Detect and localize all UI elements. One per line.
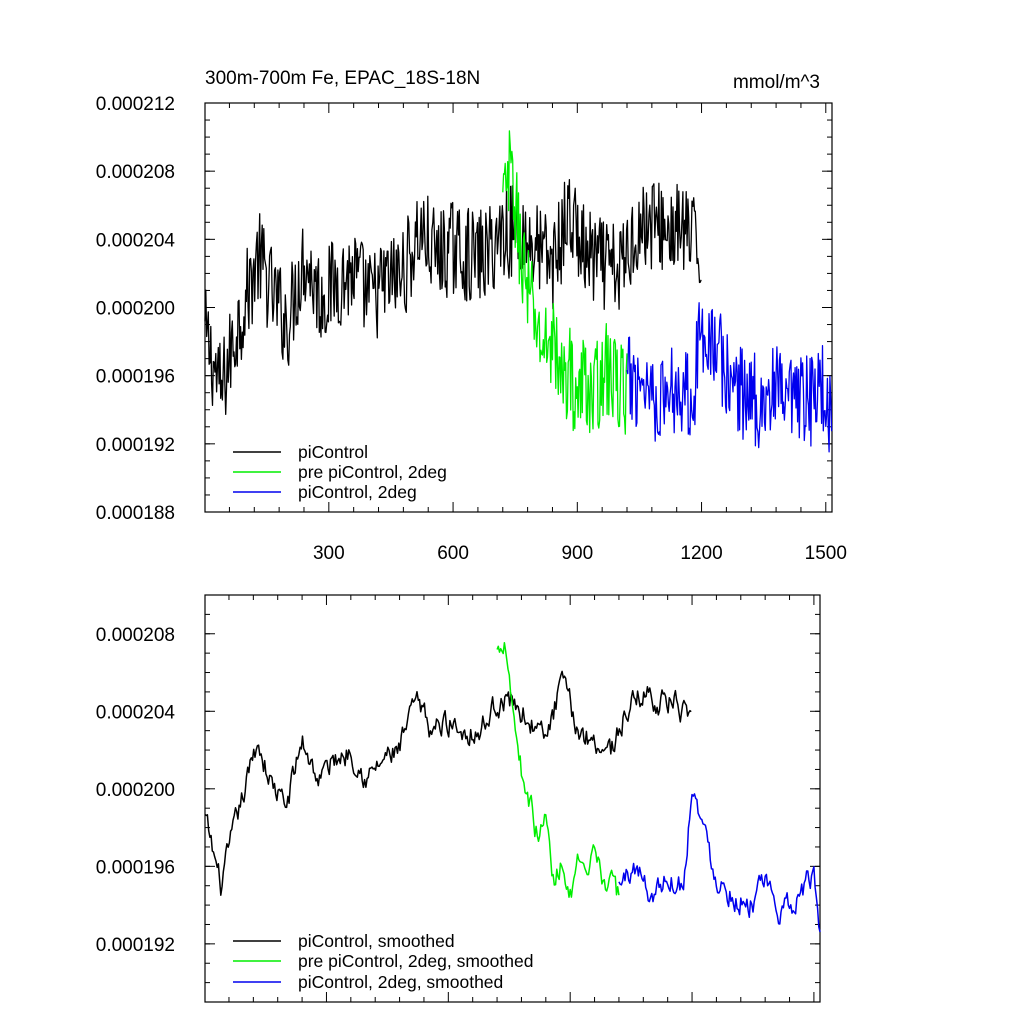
x-tick-label: 1200: [680, 543, 722, 564]
chart-title: 300m-700m Fe, EPAC_18S-18N: [205, 68, 480, 89]
top-panel: 300 600 900 1200 1500 0.000188 0.000192 0.00019…: [96, 94, 847, 564]
top-legend: piControl pre piControl, 2deg piControl,…: [233, 442, 447, 502]
y-tick-label: 0.000196: [96, 857, 175, 878]
y-tick-label: 0.000204: [96, 230, 176, 251]
series-line: [502, 130, 628, 435]
series-line: [204, 670, 692, 896]
series-line: [496, 641, 620, 898]
y-tick-label: 0.000188: [96, 503, 175, 524]
y-tick-label: 0.000204: [96, 702, 176, 723]
units-label: mmol/m^3: [733, 72, 820, 93]
x-tick-label: 900: [561, 543, 593, 564]
y-tick-label: 0.000200: [96, 299, 175, 320]
legend-label-pre-smoothed: pre piControl, 2deg, smoothed: [298, 951, 533, 971]
x-tick-label: 1500: [805, 543, 847, 564]
y-tick-label: 0.000192: [96, 935, 175, 956]
x-tick-label: 600: [437, 543, 469, 564]
series-line: [626, 302, 833, 453]
y-tick-label: 0.000208: [96, 162, 175, 183]
y-tick-label: 0.000196: [96, 367, 175, 388]
y-tick-label: 0.000192: [96, 435, 175, 456]
y-tick-label: 0.000212: [96, 94, 175, 115]
plot-frame: [204, 594, 821, 1003]
x-tick-label: 300: [313, 543, 345, 564]
y-tick-label: 0.000200: [96, 780, 175, 801]
bottom-legend: piControl, smoothed pre piControl, 2deg,…: [233, 931, 533, 992]
legend-label-pi2deg-smoothed: piControl, 2deg, smoothed: [298, 972, 503, 992]
legend-label-pre: pre piControl, 2deg: [298, 462, 447, 482]
series-line: [204, 179, 702, 416]
legend-label-piControl: piControl: [298, 442, 368, 462]
bottom-panel: 0.000192 0.000196 0.000200 0.000204 0.000208: [96, 594, 821, 1003]
series-line: [618, 793, 821, 933]
legend-label-piControl-smoothed: piControl, smoothed: [298, 931, 455, 951]
legend-label-pi2deg: piControl, 2deg: [298, 482, 417, 502]
y-tick-label: 0.000208: [96, 625, 175, 646]
